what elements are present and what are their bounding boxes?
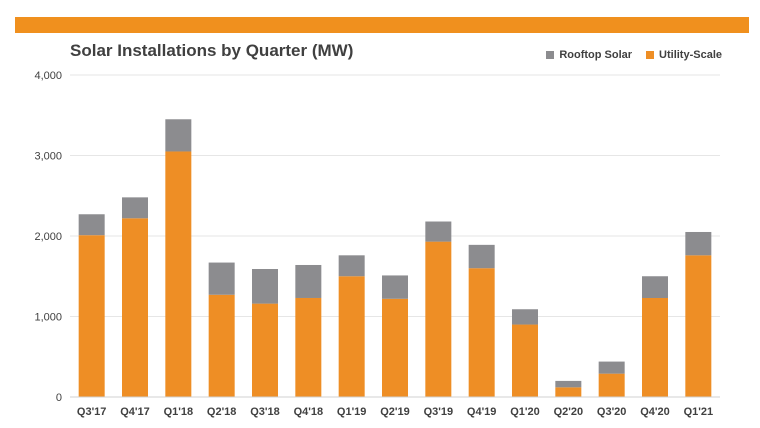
bar-utility-scale xyxy=(382,298,408,397)
bar-utility-scale xyxy=(295,297,322,397)
legend-label-rooftop: Rooftop Solar xyxy=(559,49,633,61)
bar-utility-scale xyxy=(685,255,712,397)
bar-utility-scale xyxy=(468,268,495,397)
y-tick-label: 0 xyxy=(56,392,62,404)
bar-rooftop-solar xyxy=(208,262,235,295)
legend-label-utility: Utility-Scale xyxy=(659,49,722,61)
x-tick-label: Q2'19 xyxy=(380,406,410,418)
x-tick-label: Q1'20 xyxy=(510,406,540,418)
legend-item-utility: Utility-Scale xyxy=(646,49,722,61)
x-tick-label: Q4'19 xyxy=(467,406,497,418)
bars xyxy=(78,119,712,397)
x-tick-label: Q3'19 xyxy=(424,406,454,418)
bar-utility-scale xyxy=(598,373,625,397)
x-tick-label: Q2'18 xyxy=(207,406,237,418)
bar-utility-scale xyxy=(512,324,538,397)
x-tick-label: Q4'17 xyxy=(120,406,150,418)
chart-title: Solar Installations by Quarter (MW) xyxy=(70,41,354,60)
bar-utility-scale xyxy=(425,241,452,397)
bar-rooftop-solar xyxy=(295,264,322,298)
x-tick-label: Q2'20 xyxy=(554,406,584,418)
bar-rooftop-solar xyxy=(78,214,105,236)
legend-swatch-rooftop xyxy=(546,51,555,59)
x-tick-label: Q3'17 xyxy=(77,406,107,418)
bar-utility-scale xyxy=(165,151,192,397)
x-tick-label: Q3'20 xyxy=(597,406,627,418)
bar-rooftop-solar xyxy=(122,197,148,219)
bar-rooftop-solar xyxy=(382,275,408,299)
legend-swatch-utility xyxy=(646,51,655,59)
bar-utility-scale xyxy=(555,387,582,397)
bar-rooftop-solar xyxy=(425,221,452,242)
x-tick-label: Q4'18 xyxy=(294,406,324,418)
x-tick-label: Q3'18 xyxy=(250,406,280,418)
bar-rooftop-solar xyxy=(555,380,582,388)
bar-rooftop-solar xyxy=(468,244,495,269)
x-tick-label: Q1'21 xyxy=(684,406,714,418)
legend: Rooftop Solar Utility-Scale xyxy=(546,49,722,61)
bar-rooftop-solar xyxy=(642,276,668,298)
y-tick-label: 1,000 xyxy=(34,312,62,324)
bar-utility-scale xyxy=(78,235,105,397)
bar-rooftop-solar xyxy=(165,119,192,152)
bar-rooftop-solar xyxy=(685,231,712,256)
y-tick-label: 4,000 xyxy=(34,70,62,82)
bar-utility-scale xyxy=(642,297,668,397)
x-tick-label: Q1'19 xyxy=(337,406,367,418)
bar-rooftop-solar xyxy=(598,361,625,374)
bar-rooftop-solar xyxy=(338,255,365,277)
bar-rooftop-solar xyxy=(512,309,538,325)
x-tick-label: Q4'20 xyxy=(640,406,670,418)
y-tick-label: 2,000 xyxy=(34,231,62,243)
bar-utility-scale xyxy=(122,218,148,397)
bar-utility-scale xyxy=(252,303,278,397)
y-tick-label: 3,000 xyxy=(34,151,62,163)
x-tick-label: Q1'18 xyxy=(164,406,194,418)
bar-rooftop-solar xyxy=(252,269,278,304)
axes: 0 1,000 2,000 3,000 4,000 Q3'17 Q4'17 Q1'18 Q2'1… xyxy=(34,70,720,418)
bar-utility-scale xyxy=(208,294,235,397)
bar-utility-scale xyxy=(338,276,365,397)
header-accent-bar xyxy=(15,17,749,33)
legend-item-rooftop: Rooftop Solar xyxy=(546,49,632,61)
